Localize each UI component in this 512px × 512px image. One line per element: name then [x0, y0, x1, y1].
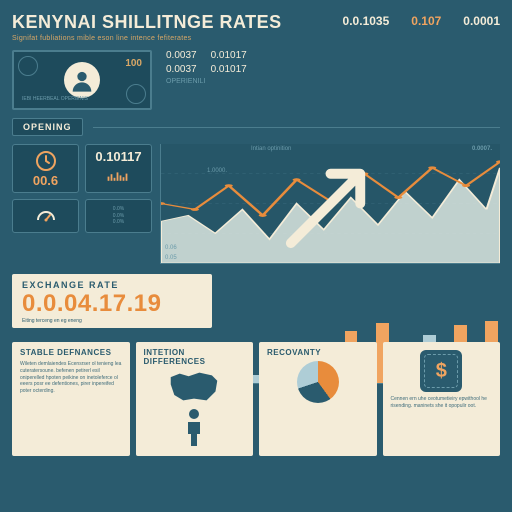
page-subtitle: Signifat fubliations mible eson line int…: [12, 35, 343, 42]
gauge2-val: 0.10117: [95, 149, 141, 164]
divider: [93, 127, 500, 128]
header: KENYNAI SHILLITNGE RATES Signifat fublia…: [12, 12, 500, 42]
mini-r2-a: 0.0037: [166, 64, 197, 75]
header-figures: 0.0.1035 0.107 0.0001: [343, 14, 500, 28]
exchange-label: EXCHANGE RATE: [22, 280, 202, 290]
exchange-value: 0.0.04.17.19: [22, 292, 202, 316]
header-left: KENYNAI SHILLITNGE RATES Signifat fublia…: [12, 12, 343, 42]
dollar-icon: $: [420, 350, 462, 392]
portrait-icon: [64, 62, 100, 98]
gauge-ticks: 0.0% 0.0% 0.0%: [85, 199, 152, 233]
gauge1-val: 00.6: [33, 173, 58, 188]
clock-icon: [34, 149, 58, 173]
panel-0-body: Wileten demlaiendes Ecensrser ol tenieng…: [20, 361, 122, 395]
chart-topval: 0.0007.: [472, 146, 492, 152]
gauge-clock: 00.6: [12, 144, 79, 193]
gauge-val2: 0.10117: [85, 144, 152, 193]
dial-icon: [34, 204, 58, 228]
banknote-illustration: 100 IEBI HEERBEAL OPERIENIS: [12, 50, 152, 110]
mini-r1-a: 0.0037: [166, 50, 197, 61]
mini-r1-b: 0.01017: [211, 50, 247, 61]
gauges-col: 00.6 0.10117 0.0% 0.0% 0.0%: [12, 144, 152, 264]
chart-ylab-2: 0.05: [165, 255, 177, 261]
panel-stable: STABLE DEFNANCES Wileten demlaiendes Ece…: [12, 342, 130, 456]
trend-arrow-icon: [161, 144, 500, 263]
chart-ylab-1: 0.06: [165, 245, 177, 251]
row3: 00.6 0.10117 0.0% 0.0% 0.0%: [12, 144, 500, 264]
page-title: KENYNAI SHILLITNGE RATES: [12, 12, 343, 33]
main-chart: Intian optinition 0.0007. 1.0000. 0.06 0…: [160, 144, 500, 264]
panel-recovanty: RECOVANTY: [259, 342, 377, 456]
banknote-fineprint: IEBI HEERBEAL OPERIENIS: [22, 96, 88, 102]
row2: 100 IEBI HEERBEAL OPERIENIS 0.0037 0.010…: [12, 50, 500, 110]
panel-1-title: INTETION DIFFERENCES: [144, 348, 246, 366]
exchange-rate-box: EXCHANGE RATE 0.0.04.17.19 Eiting tercen…: [12, 274, 212, 328]
panel-0-title: STABLE DEFNANCES: [20, 348, 122, 357]
person-icon: [182, 408, 206, 448]
exchange-sub: Eiting terceng en eg eneng: [22, 318, 202, 324]
header-figure-0: 0.0.1035: [343, 14, 390, 28]
mini-r2-b: 0.01017: [211, 64, 247, 75]
mini-sublabel: OPERIENILI: [166, 78, 500, 85]
pie-icon: [297, 361, 339, 403]
header-figure-2: 0.0001: [463, 14, 500, 28]
tick-2: 0.0%: [113, 219, 124, 226]
opening-strip: OPENING: [12, 118, 500, 136]
banknote-denom: 100: [125, 58, 142, 69]
chart-toplabel: Intian optinition: [251, 146, 291, 152]
panel-3-body: Cennen ern uhe ceotumetieiry epwithool h…: [391, 396, 493, 410]
sparkline-icon: [107, 164, 131, 188]
mini-numbers: 0.0037 0.01017 0.0037 0.01017 OPERIENILI: [160, 50, 500, 85]
opening-tag: OPENING: [12, 118, 83, 136]
chart-ylab-0: 1.0000.: [207, 168, 227, 174]
panel-2-title: RECOVANTY: [267, 348, 369, 357]
header-figure-1: 0.107: [411, 14, 441, 28]
gauge-dial: [12, 199, 79, 233]
panel-dollar: $ Cennen ern uhe ceotumetieiry epwithool…: [383, 342, 501, 456]
panel-intetion: INTETION DIFFERENCES: [136, 342, 254, 456]
map-icon: [167, 370, 221, 404]
